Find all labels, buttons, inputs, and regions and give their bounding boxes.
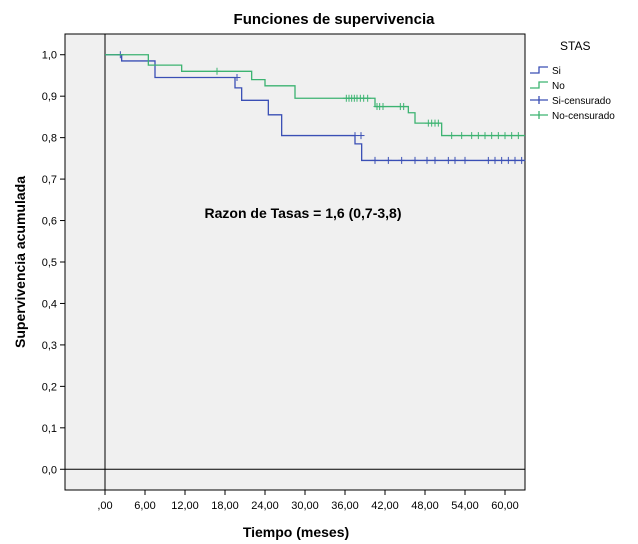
censor-mark-no <box>400 103 408 111</box>
censor-mark-si <box>461 156 469 164</box>
legend-line-swatch <box>530 66 548 74</box>
x-tick-label: 12,00 <box>171 500 199 512</box>
censor-mark-no <box>508 132 516 140</box>
legend-label: Si-censurado <box>552 96 611 107</box>
censor-mark-si <box>351 132 359 140</box>
x-tick-label: 36,00 <box>331 500 359 512</box>
x-tick-label: 42,00 <box>371 500 399 512</box>
y-axis-title: Supervivencia acumulada <box>12 176 28 348</box>
x-tick-label: 60,00 <box>491 500 519 512</box>
plot-area <box>64 33 526 491</box>
censor-mark-no <box>434 119 442 127</box>
censor-mark-si <box>431 156 439 164</box>
y-tick-label: 1,0 <box>42 50 57 62</box>
x-tick-label: 48,00 <box>411 500 439 512</box>
legend-label: Si <box>552 66 561 77</box>
x-tick-label: 54,00 <box>451 500 479 512</box>
legend-line-swatch <box>530 81 548 89</box>
survival-curve-si <box>105 54 525 162</box>
y-tick-label: 0,9 <box>42 91 57 103</box>
reference-lines <box>65 34 525 490</box>
y-tick-label: 0,1 <box>42 423 57 435</box>
censor-mark-si <box>484 156 492 164</box>
legend-entry: No <box>530 81 565 92</box>
censor-mark-no <box>514 132 522 140</box>
censor-mark-si <box>233 74 241 82</box>
y-tick-label: 0,2 <box>42 381 57 393</box>
x-tick-label: 30,00 <box>291 500 319 512</box>
y-tick-label: 0,3 <box>42 340 57 352</box>
censor-mark-si <box>423 156 431 164</box>
x-tick-label: 18,00 <box>211 500 239 512</box>
x-axis-ticks: ,00 6,00 12,00 18,00 24,00 30,00 36,00 42,00 48,… <box>97 490 519 512</box>
censor-mark-no <box>379 103 387 111</box>
censor-mark-si <box>444 156 452 164</box>
y-tick-label: 0,8 <box>42 133 57 145</box>
censor-mark-si <box>451 156 459 164</box>
censor-mark-no <box>448 132 456 140</box>
y-axis-ticks: 0,0 0,1 0,2 0,3 0,4 0,5 0,6 0,7 0,8 0,9 1,0 <box>42 50 65 476</box>
y-tick-label: 0,6 <box>42 216 57 228</box>
y-tick-label: 0,5 <box>42 257 57 269</box>
rate-ratio-annotation: Razon de Tasas = 1,6 (0,7-3,8) <box>205 205 402 221</box>
series-layer <box>105 51 526 164</box>
y-tick-label: 0,7 <box>42 174 57 186</box>
censor-mark-si <box>491 156 499 164</box>
censor-mark-si <box>357 132 365 140</box>
censor-mark-si <box>398 156 406 164</box>
x-axis-title: Tiempo (meses) <box>243 524 349 540</box>
y-tick-label: 0,0 <box>42 464 57 476</box>
legend-label: No-censurado <box>552 111 615 122</box>
censor-mark-no <box>488 132 496 140</box>
survival-curve-no <box>105 54 525 137</box>
censor-mark-no <box>213 67 221 75</box>
censor-mark-no <box>474 132 482 140</box>
censor-mark-si <box>411 156 419 164</box>
legend-entry: No-censurado <box>530 111 615 122</box>
legend-title: STAS <box>560 39 590 53</box>
censor-mark-si <box>504 156 512 164</box>
x-tick-label: 6,00 <box>134 500 155 512</box>
legend-label: No <box>552 81 565 92</box>
chart-title: Funciones de supervivencia <box>234 11 436 28</box>
censor-mark-no <box>458 132 466 140</box>
censor-mark-no <box>501 132 509 140</box>
censor-mark-no <box>364 94 372 102</box>
censor-mark-no <box>468 132 476 140</box>
censor-mark-si <box>518 156 526 164</box>
x-tick-label: ,00 <box>97 500 112 512</box>
censor-mark-si <box>511 156 519 164</box>
censor-mark-si <box>384 156 392 164</box>
legend-entry: Si <box>530 66 561 77</box>
censor-mark-no <box>481 132 489 140</box>
legend: STAS Si No Si-censurado No-censurado <box>530 39 615 122</box>
x-tick-label: 24,00 <box>251 500 279 512</box>
censor-mark-si <box>498 156 506 164</box>
censor-mark-si <box>371 156 379 164</box>
y-tick-label: 0,4 <box>42 298 57 310</box>
legend-entry: Si-censurado <box>530 96 611 107</box>
censor-mark-no <box>494 132 502 140</box>
